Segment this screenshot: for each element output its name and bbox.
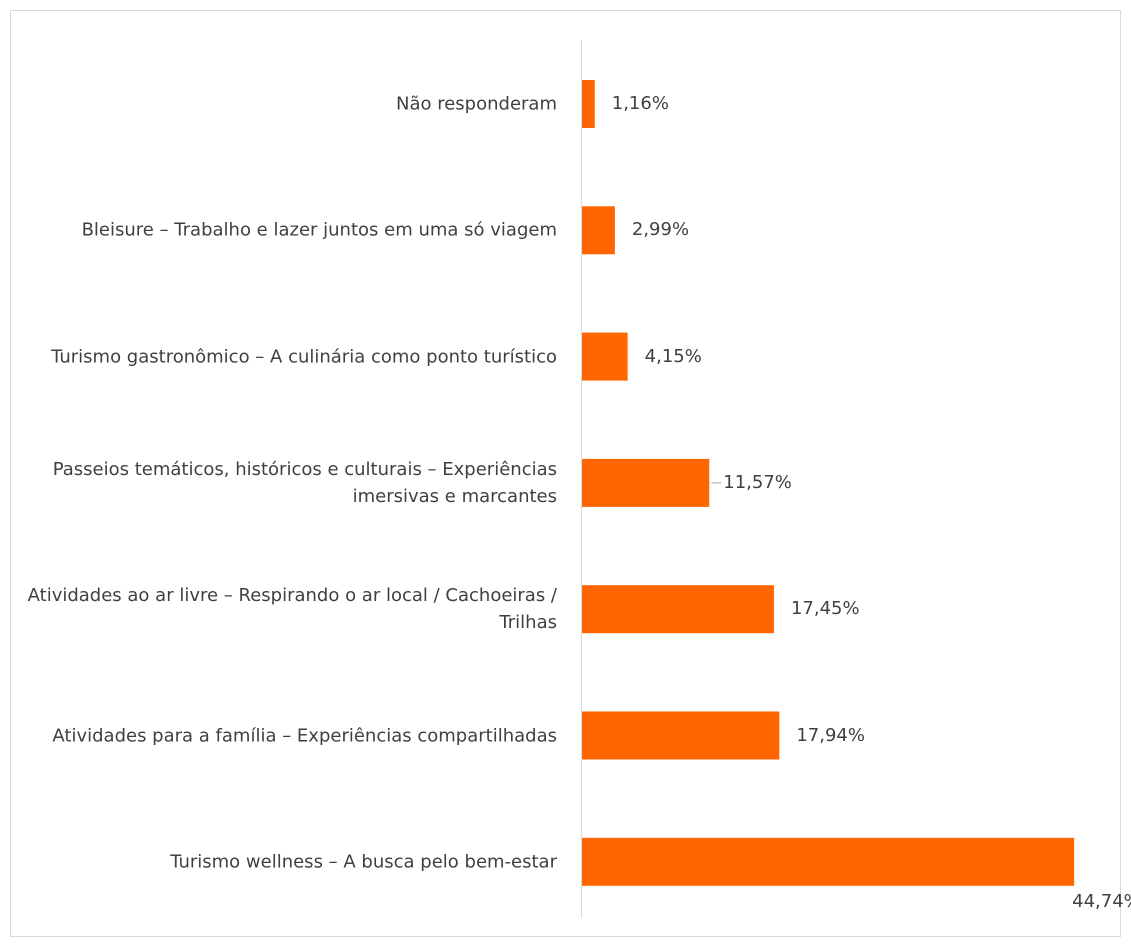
- bar: [582, 711, 780, 760]
- value-label: 44,74%: [1072, 890, 1131, 912]
- category-label: Turismo wellness – A busca pelo bem-esta…: [170, 851, 557, 873]
- value-label: 1,16%: [611, 93, 669, 114]
- bar: [582, 206, 615, 255]
- value-label: 17,45%: [790, 598, 860, 620]
- bar: [582, 585, 774, 634]
- category-label: Turismo gastronômico – A culinária como …: [51, 346, 557, 368]
- value-label: 4,15%: [644, 345, 702, 367]
- category-label: Passeios temáticos, históricos e cultura…: [52, 458, 557, 507]
- bar: [582, 80, 595, 128]
- value-label: 11,57%: [723, 471, 792, 493]
- category-label: Atividades ao ar livre – Respirando o ar…: [27, 585, 557, 634]
- bar: [582, 332, 628, 381]
- category-label: Bleisure – Trabalho e lazer juntos em um…: [81, 219, 557, 241]
- category-label: Atividades para a família – Experiências…: [52, 725, 557, 746]
- category-label: Não responderam: [396, 93, 557, 115]
- bar: [582, 837, 1075, 886]
- frame: [10, 10, 1121, 937]
- value-label: 17,94%: [796, 724, 865, 746]
- value-label: 2,99%: [631, 219, 690, 241]
- bar: [582, 458, 710, 507]
